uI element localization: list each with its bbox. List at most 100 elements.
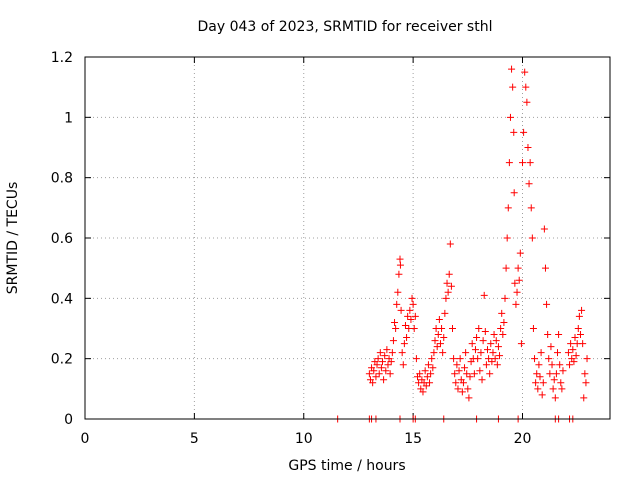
data-point xyxy=(536,373,544,381)
data-point xyxy=(387,358,395,366)
data-point xyxy=(416,370,424,378)
data-point xyxy=(377,364,385,372)
data-point xyxy=(406,306,414,314)
data-point xyxy=(470,370,478,378)
data-point xyxy=(482,361,490,369)
data-point xyxy=(488,358,496,366)
data-point xyxy=(466,373,474,381)
data-point xyxy=(505,159,513,167)
data-point xyxy=(454,385,462,393)
data-point xyxy=(580,394,588,402)
data-point xyxy=(444,288,452,296)
data-point xyxy=(514,264,522,272)
data-point xyxy=(558,385,566,393)
data-point xyxy=(396,255,404,263)
data-point xyxy=(476,367,484,375)
data-point xyxy=(555,331,563,339)
data-point xyxy=(396,261,404,269)
data-point xyxy=(393,300,401,308)
data-point xyxy=(516,249,524,257)
data-point xyxy=(489,349,497,357)
data-point xyxy=(540,225,548,233)
data-point xyxy=(526,159,534,167)
data-point xyxy=(513,288,521,296)
data-point xyxy=(533,370,541,378)
data-point xyxy=(456,355,464,363)
data-point xyxy=(582,379,590,387)
data-point xyxy=(539,379,547,387)
data-point xyxy=(394,288,402,296)
data-point xyxy=(468,340,476,348)
data-point xyxy=(500,318,508,326)
data-point xyxy=(564,349,572,357)
data-point xyxy=(494,343,502,351)
data-point xyxy=(478,376,486,384)
data-point xyxy=(499,331,507,339)
data-point xyxy=(431,337,439,345)
data-point xyxy=(511,279,519,287)
data-point xyxy=(450,355,458,363)
data-point xyxy=(510,189,518,197)
data-point xyxy=(439,349,447,357)
data-point xyxy=(517,340,525,348)
data-point xyxy=(375,370,383,378)
data-point xyxy=(552,370,560,378)
data-point xyxy=(445,270,453,278)
data-point xyxy=(386,370,394,378)
data-point xyxy=(419,388,427,396)
data-point xyxy=(410,325,418,332)
data-point xyxy=(551,394,559,402)
data-point xyxy=(581,370,589,378)
data-point xyxy=(578,306,586,314)
data-point xyxy=(559,367,567,375)
data-point xyxy=(579,340,587,348)
data-point xyxy=(572,352,580,360)
data-point xyxy=(575,312,583,320)
data-point xyxy=(554,349,561,357)
data-point xyxy=(379,358,386,366)
data-point xyxy=(570,358,578,366)
data-point xyxy=(397,306,405,314)
data-point xyxy=(392,325,400,332)
data-point xyxy=(523,98,531,106)
data-point xyxy=(496,352,504,360)
data-point xyxy=(509,83,517,91)
data-point xyxy=(436,340,444,348)
data-point xyxy=(475,325,483,332)
data-point xyxy=(438,325,446,332)
data-point xyxy=(544,331,552,339)
data-point xyxy=(404,312,412,320)
data-point xyxy=(525,180,533,188)
data-point xyxy=(548,361,556,369)
y-tick-label: 0 xyxy=(64,412,73,428)
data-point xyxy=(498,309,506,317)
data-point xyxy=(474,355,482,363)
y-tick-label: 0.6 xyxy=(51,231,73,247)
data-point xyxy=(412,355,420,363)
axis-ticks: 0 5 10 15 20 0 0.2 0.4 0.6 0.8 1 1.2 xyxy=(51,50,610,447)
data-point xyxy=(510,128,518,136)
data-point xyxy=(449,325,456,332)
data-point xyxy=(372,373,380,381)
plot-frame xyxy=(84,56,611,420)
data-point xyxy=(452,379,460,387)
data-point xyxy=(473,334,481,342)
data-point xyxy=(531,355,539,363)
data-point xyxy=(434,331,442,339)
data-point xyxy=(487,340,495,348)
data-point xyxy=(453,361,461,369)
y-tick-label: 0.4 xyxy=(51,291,73,307)
data-point xyxy=(389,337,397,345)
data-point xyxy=(399,361,407,369)
x-tick-label: 10 xyxy=(295,431,313,447)
data-point xyxy=(567,340,575,348)
x-tick-label: 15 xyxy=(404,431,422,447)
data-point xyxy=(522,83,530,91)
data-point xyxy=(527,204,535,212)
data-point xyxy=(369,379,377,387)
data-point xyxy=(403,334,411,342)
y-tick-label: 0.2 xyxy=(51,352,73,368)
data-point xyxy=(433,343,441,351)
data-point xyxy=(556,361,564,369)
